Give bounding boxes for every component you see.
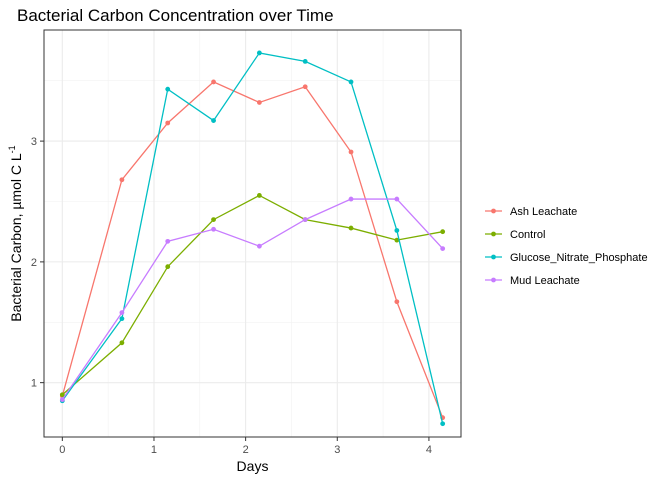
series-point-3 [59, 397, 65, 402]
legend-label: Mud Leachate [510, 275, 580, 287]
series-point-3 [394, 196, 400, 202]
series-point-2 [440, 421, 446, 427]
legend-key-point [491, 254, 496, 260]
series-point-0 [119, 177, 125, 183]
plot-border [43, 29, 462, 438]
series-point-3 [302, 217, 308, 223]
x-tick-label: 4 [426, 444, 432, 456]
series-point-1 [440, 229, 446, 235]
series-point-0 [256, 100, 262, 105]
x-tick-label: 1 [151, 444, 157, 456]
y-tick-label: 3 [31, 136, 37, 148]
y-axis-title: Bacterial Carbon, µmol C L-1 [7, 145, 24, 321]
series-point-1 [348, 225, 354, 231]
series-point-1 [59, 392, 65, 398]
legend-key-point [491, 277, 496, 283]
x-tick-label: 2 [243, 444, 249, 456]
series-point-3 [348, 196, 354, 202]
series-point-2 [302, 59, 308, 64]
series-point-0 [302, 84, 308, 90]
series-point-1 [119, 340, 125, 346]
axis-ticks: 0 1 2 3 4 1 2 3 [31, 136, 432, 456]
chart-title: Bacterial Carbon Concentration over Time [17, 6, 334, 25]
grid-major [44, 30, 461, 437]
y-tick-label: 2 [31, 257, 37, 269]
y-axis-title-superscript: -1 [7, 145, 17, 153]
series-point-1 [211, 217, 216, 223]
series-point-0 [394, 299, 400, 305]
x-tick-label: 0 [59, 444, 65, 456]
y-tick-label: 1 [31, 378, 37, 390]
series-point-2 [256, 50, 262, 56]
series-point-2 [211, 118, 216, 123]
series-layer [59, 50, 446, 427]
series-point-3 [256, 243, 262, 249]
series-point-2 [119, 316, 125, 322]
series-point-2 [394, 228, 400, 233]
plot-panel [44, 30, 461, 437]
series-point-3 [119, 310, 125, 316]
y-axis-title-main: Bacterial Carbon, µmol C L [8, 153, 24, 322]
x-tick-label: 3 [334, 444, 340, 456]
legend: Ash Leachate Control Glucose_Nitrate_Phosp… [485, 206, 648, 287]
legend-label: Ash Leachate [510, 206, 577, 218]
legend-label: Control [510, 229, 545, 241]
series-point-3 [211, 226, 216, 232]
series-point-0 [165, 120, 171, 126]
series-point-0 [211, 79, 216, 85]
series-point-1 [394, 237, 400, 243]
series-point-1 [165, 264, 171, 270]
series-point-2 [348, 79, 354, 85]
series-point-3 [165, 238, 171, 244]
legend-key-point [491, 208, 496, 214]
legend-key-point [491, 231, 496, 237]
x-axis-title: Days [237, 458, 269, 474]
series-point-0 [348, 149, 354, 155]
series-point-1 [256, 193, 262, 198]
legend-label: Glucose_Nitrate_Phosphate [510, 252, 648, 264]
series-point-2 [165, 86, 171, 92]
series-point-3 [440, 246, 446, 251]
